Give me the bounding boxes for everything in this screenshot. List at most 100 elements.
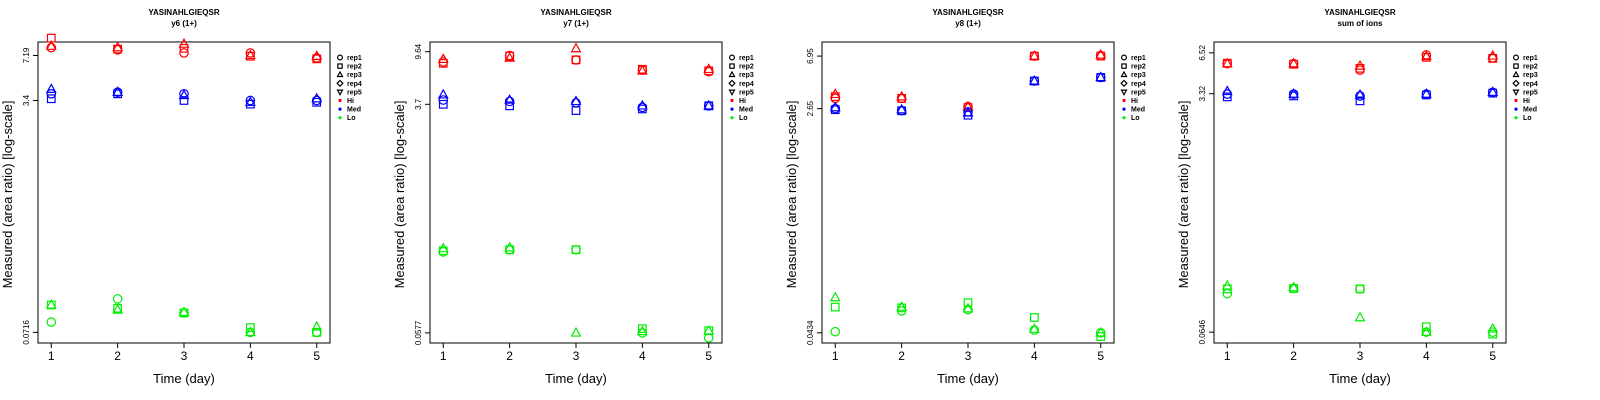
legend-label-rep3: rep3 bbox=[739, 72, 754, 79]
data-point-hi-rep3 bbox=[636, 64, 648, 75]
legend-label-rep5: rep5 bbox=[739, 89, 754, 96]
x-axis-label: Time (day) bbox=[937, 371, 999, 386]
legend-marker-Lo bbox=[730, 116, 734, 120]
x-tick-label: 1 bbox=[1224, 349, 1231, 363]
data-point-hi-rep3 bbox=[437, 53, 449, 64]
data-point-med-rep3 bbox=[1354, 88, 1366, 99]
legend-marker-rep4 bbox=[1120, 79, 1128, 88]
x-tick-label: 4 bbox=[639, 349, 646, 363]
data-point-lo-rep3 bbox=[45, 298, 57, 309]
legend-marker-rep2 bbox=[1513, 63, 1519, 69]
data-point-lo-rep1 bbox=[830, 326, 841, 337]
x-axis-label: Time (day) bbox=[153, 371, 215, 386]
data-point-hi-rep2 bbox=[571, 55, 581, 65]
legend-marker-Lo bbox=[1122, 116, 1126, 120]
legend-label-rep4: rep4 bbox=[739, 81, 754, 88]
plot-frame bbox=[37, 41, 331, 344]
y-tick-label: 3.4 bbox=[22, 94, 31, 106]
data-point-lo-rep2 bbox=[571, 245, 581, 255]
data-point-med-rep1 bbox=[46, 88, 57, 99]
data-point-hi-rep2 bbox=[1289, 59, 1299, 69]
legend-marker-Med bbox=[730, 107, 734, 111]
legend-marker-rep3 bbox=[728, 70, 736, 78]
data-point-med-rep3 bbox=[962, 106, 974, 117]
data-point-lo-rep3 bbox=[1420, 326, 1432, 336]
x-tick-label: 4 bbox=[247, 349, 254, 363]
data-point-hi-rep3 bbox=[570, 42, 582, 53]
legend-marker-rep3 bbox=[1512, 70, 1520, 78]
legend-label-Hi: Hi bbox=[347, 98, 354, 105]
data-point-lo-rep1 bbox=[46, 317, 57, 327]
legend-marker-Lo bbox=[338, 116, 342, 120]
data-point-hi-rep3 bbox=[112, 41, 124, 52]
y-tick-label: 0.0716 bbox=[22, 320, 31, 345]
x-tick-label: 4 bbox=[1031, 349, 1038, 363]
legend-label-Lo: Lo bbox=[347, 115, 356, 122]
data-point-med-rep3 bbox=[504, 93, 516, 104]
legend-marker-Lo bbox=[1514, 116, 1518, 120]
x-tick-label: 4 bbox=[1423, 349, 1430, 363]
chart-panel-2: YASINAHLGIEQSR y7 (1+) 1 2 3 4 5 Time (day) 0.05… bbox=[392, 8, 754, 386]
chart-panel-1: YASINAHLGIEQSR y6 (1+) 1 2 3 4 5 Time (day) 0.07… bbox=[0, 8, 362, 386]
x-tick-label: 3 bbox=[573, 349, 580, 363]
data-point-hi-rep3 bbox=[1221, 57, 1233, 68]
data-point-lo-rep2 bbox=[1421, 322, 1431, 332]
legend-marker-Hi bbox=[1122, 98, 1126, 103]
legend-label-rep3: rep3 bbox=[1131, 72, 1146, 79]
legend-marker-rep1 bbox=[729, 54, 736, 61]
data-point-med-rep2 bbox=[1222, 92, 1232, 102]
plot-frame bbox=[429, 41, 723, 344]
chart-panel-4: YASINAHLGIEQSR sum of ions 1 2 3 4 5 Time (day)… bbox=[1176, 8, 1538, 386]
data-point-hi-rep1 bbox=[571, 55, 581, 65]
y-tick-label: 0.0577 bbox=[414, 320, 423, 345]
data-point-lo-rep2 bbox=[179, 308, 189, 318]
legend-label-rep2: rep2 bbox=[347, 64, 362, 71]
legend-label-rep2: rep2 bbox=[1131, 64, 1146, 71]
chart-subtitle: y8 (1+) bbox=[955, 19, 981, 28]
y-tick-label: 6.52 bbox=[1198, 45, 1207, 61]
x-axis-label: Time (day) bbox=[1329, 371, 1391, 386]
legend-marker-rep2 bbox=[1121, 63, 1127, 69]
legend-marker-Hi bbox=[338, 98, 342, 103]
y-tick-label: 0.0434 bbox=[806, 320, 815, 345]
x-tick-label: 5 bbox=[705, 349, 712, 363]
data-point-med-rep3 bbox=[1028, 74, 1040, 85]
data-point-hi-rep3 bbox=[962, 100, 974, 111]
legend-label-rep2: rep2 bbox=[739, 64, 754, 71]
legend-marker-rep3 bbox=[1120, 70, 1128, 78]
data-point-hi-rep3 bbox=[703, 63, 715, 74]
data-point-lo-rep2 bbox=[312, 328, 322, 337]
data-point-lo-rep1 bbox=[1029, 325, 1040, 335]
legend-label-rep5: rep5 bbox=[347, 89, 362, 96]
data-point-med-rep2 bbox=[179, 96, 189, 105]
legend-label-Hi: Hi bbox=[1523, 98, 1530, 105]
chart-title: YASINAHLGIEQSR bbox=[932, 8, 1003, 17]
data-point-med-rep2 bbox=[571, 106, 581, 115]
chart-title: YASINAHLGIEQSR bbox=[540, 8, 611, 17]
legend-marker-rep4 bbox=[1512, 79, 1520, 88]
data-point-lo-rep3 bbox=[1095, 326, 1107, 337]
y-tick-label: 7.19 bbox=[22, 47, 31, 63]
data-point-med-rep3 bbox=[311, 92, 323, 103]
legend-marker-Hi bbox=[730, 98, 734, 103]
chart-subtitle: y6 (1+) bbox=[171, 19, 197, 28]
legend-marker-Med bbox=[1122, 107, 1126, 111]
data-point-lo-rep3 bbox=[829, 291, 841, 302]
legend-label-Lo: Lo bbox=[1523, 115, 1532, 122]
chart-subtitle: y7 (1+) bbox=[563, 19, 589, 28]
data-point-lo-rep3 bbox=[437, 242, 449, 253]
data-point-lo-rep3 bbox=[1354, 311, 1366, 322]
data-point-hi-rep3 bbox=[829, 88, 841, 99]
y-axis-label: Measured (area ratio) [log-scale] bbox=[0, 101, 15, 289]
x-tick-label: 1 bbox=[440, 349, 447, 363]
legend-label-rep2: rep2 bbox=[1523, 64, 1538, 71]
y-tick-label: 2.65 bbox=[806, 100, 815, 116]
data-point-lo-rep1 bbox=[571, 244, 581, 255]
data-point-med-rep1 bbox=[1355, 91, 1365, 101]
legend-label-rep4: rep4 bbox=[1131, 81, 1146, 88]
legend-marker-rep1 bbox=[1513, 54, 1520, 61]
data-point-med-rep3 bbox=[244, 96, 256, 107]
data-point-hi-rep1 bbox=[179, 48, 189, 58]
data-point-med-rep1 bbox=[504, 96, 515, 107]
